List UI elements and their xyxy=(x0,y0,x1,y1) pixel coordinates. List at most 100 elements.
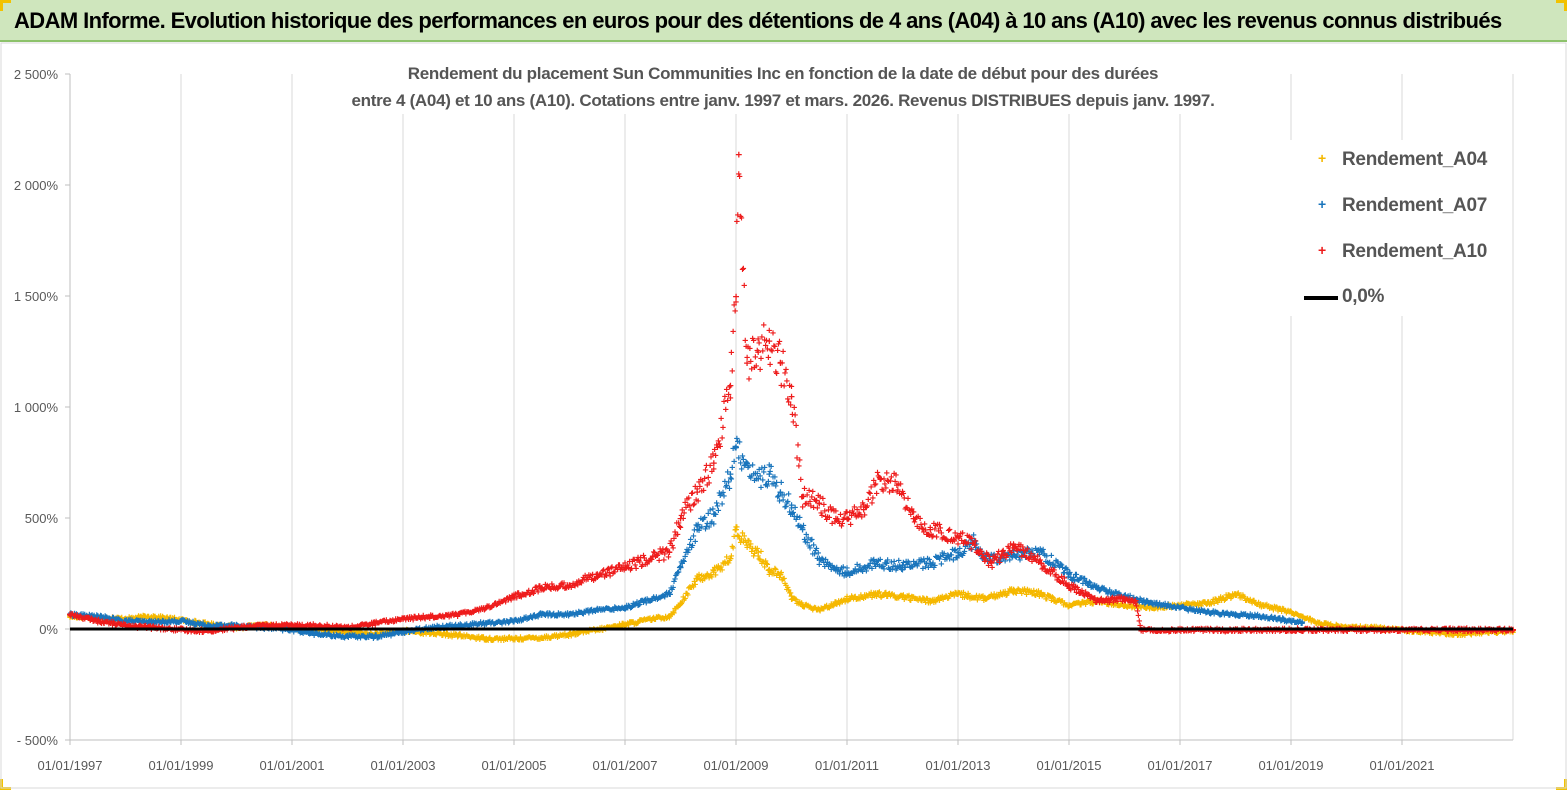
corner-mark xyxy=(0,0,11,11)
data-point: + xyxy=(551,632,557,643)
data-point: + xyxy=(186,618,192,629)
data-point: + xyxy=(189,619,195,630)
data-point: + xyxy=(567,628,573,639)
data-point: + xyxy=(747,542,753,553)
data-point: + xyxy=(425,627,431,638)
data-point: + xyxy=(872,591,878,602)
x-tick-label: 01/01/2017 xyxy=(1147,758,1212,773)
data-point: + xyxy=(371,631,377,642)
data-point: + xyxy=(505,633,511,644)
data-point: + xyxy=(373,628,379,639)
data-point: + xyxy=(748,539,754,550)
legend-marker: + xyxy=(1290,194,1338,218)
data-point: + xyxy=(695,496,701,507)
data-point: + xyxy=(350,628,356,639)
data-point: + xyxy=(649,616,655,627)
data-point: + xyxy=(689,583,695,594)
data-point: + xyxy=(730,326,736,337)
data-point: + xyxy=(672,604,678,615)
data-point: + xyxy=(794,598,800,609)
data-point: + xyxy=(246,620,252,631)
data-point: + xyxy=(483,632,490,645)
data-point: + xyxy=(106,615,112,626)
data-point: + xyxy=(459,632,465,643)
data-point: + xyxy=(498,635,504,646)
data-point: + xyxy=(811,604,817,615)
data-point: + xyxy=(316,626,322,637)
data-point: + xyxy=(588,625,594,636)
data-point: + xyxy=(178,614,184,625)
data-point: + xyxy=(400,625,406,636)
data-point: + xyxy=(252,621,258,632)
data-point: + xyxy=(852,592,858,603)
data-point: + xyxy=(905,493,911,504)
data-point: + xyxy=(358,628,364,639)
data-point: + xyxy=(762,562,768,573)
data-point: + xyxy=(802,600,808,611)
data-point: + xyxy=(1121,599,1128,612)
data-point: + xyxy=(448,629,454,640)
data-point: + xyxy=(763,559,769,570)
data-point: + xyxy=(622,617,629,630)
data-point: + xyxy=(666,613,672,624)
data-point: + xyxy=(677,600,683,611)
data-point: + xyxy=(117,614,123,625)
data-point: + xyxy=(630,617,636,628)
data-point: + xyxy=(208,618,214,629)
data-point: + xyxy=(677,596,684,609)
data-point: + xyxy=(424,627,430,638)
data-point: + xyxy=(674,602,680,613)
data-point: + xyxy=(135,611,141,622)
data-point: + xyxy=(270,620,276,631)
data-point: + xyxy=(255,619,261,630)
data-point: + xyxy=(741,531,747,542)
data-point: + xyxy=(611,621,617,632)
data-point: + xyxy=(157,614,163,625)
data-point: + xyxy=(291,621,297,632)
data-point: + xyxy=(767,567,773,578)
data-point: + xyxy=(720,423,726,434)
data-point: + xyxy=(105,614,111,625)
data-point: + xyxy=(768,566,774,577)
data-point: + xyxy=(758,547,764,558)
data-point: + xyxy=(778,478,784,489)
data-point: + xyxy=(396,627,402,638)
data-point: + xyxy=(853,594,859,605)
data-point: + xyxy=(592,626,598,637)
data-point: + xyxy=(443,628,449,639)
data-point: + xyxy=(212,622,218,633)
data-point: + xyxy=(90,612,96,623)
data-point: + xyxy=(706,573,712,584)
data-point: + xyxy=(754,543,760,554)
data-point: + xyxy=(619,619,625,630)
data-point: + xyxy=(139,614,145,625)
data-point: + xyxy=(727,552,734,565)
data-point: + xyxy=(834,599,840,610)
data-point: + xyxy=(354,628,360,639)
data-point: + xyxy=(710,565,716,576)
data-point: + xyxy=(251,620,257,631)
data-point: + xyxy=(634,619,640,630)
data-point: + xyxy=(548,633,554,644)
data-point: + xyxy=(329,627,335,638)
data-point: + xyxy=(463,632,469,643)
data-point: + xyxy=(637,615,643,626)
data-point: + xyxy=(645,614,651,625)
data-point: + xyxy=(635,618,641,629)
data-point: + xyxy=(706,478,712,489)
data-point: + xyxy=(179,614,185,625)
data-point: + xyxy=(649,612,656,625)
data-point: + xyxy=(860,593,866,604)
data-point: + xyxy=(362,627,368,638)
data-point: + xyxy=(411,627,417,638)
data-point: + xyxy=(555,631,561,642)
data-point: + xyxy=(726,382,732,393)
data-point: + xyxy=(342,628,348,639)
data-point: + xyxy=(377,628,383,639)
data-point: + xyxy=(229,621,235,632)
data-point: + xyxy=(515,635,521,646)
data-point: + xyxy=(467,632,473,643)
data-point: + xyxy=(736,532,742,543)
data-point: + xyxy=(783,365,789,376)
data-point: + xyxy=(539,633,545,644)
